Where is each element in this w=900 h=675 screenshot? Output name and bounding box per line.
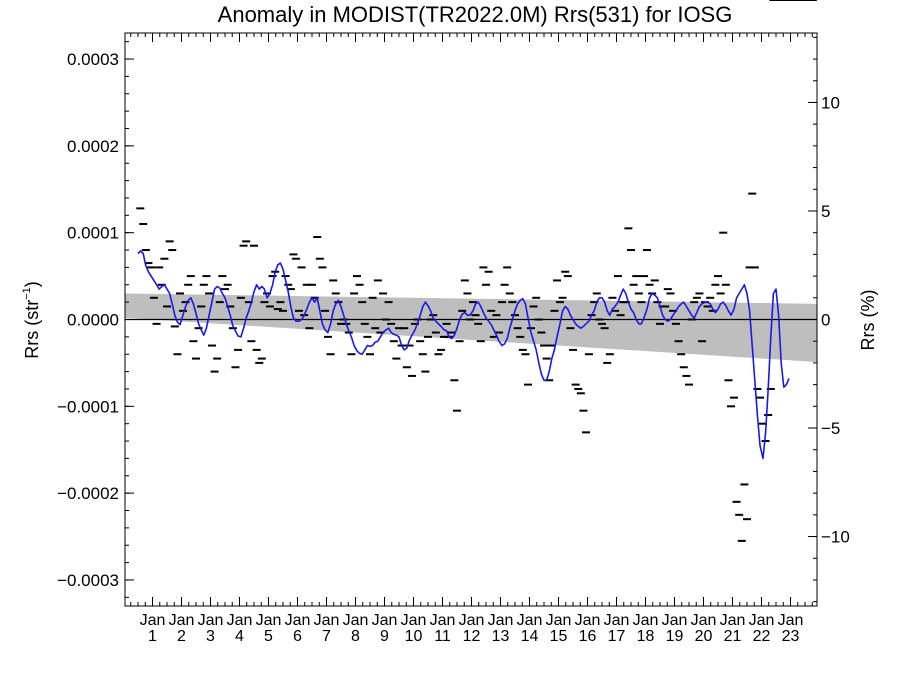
x-tick-month: Jan <box>662 612 688 629</box>
x-tick-year: 11 <box>434 628 451 645</box>
x-tick-month: Jan <box>430 612 456 629</box>
series-line <box>137 250 790 460</box>
x-tick-year: 14 <box>521 628 539 645</box>
x-tick-month: Jan <box>749 612 775 629</box>
x-tick-year: 1 <box>148 628 157 645</box>
y-axis-label: Rrs (str−1) <box>21 281 42 359</box>
x-tick-month: Jan <box>372 612 398 629</box>
x-tick-month: Jan <box>604 612 630 629</box>
x-tick-month: Jan <box>285 612 311 629</box>
y2-axis-label: Rrs (%) <box>858 290 878 351</box>
y-tick-label: −0.0001 <box>57 397 119 416</box>
x-tick-month: Jan <box>488 612 514 629</box>
x-tick-month: Jan <box>720 612 746 629</box>
y2-tick-label: 5 <box>821 202 830 221</box>
y-tick-label: 0.0000 <box>67 311 119 330</box>
x-tick-month: Jan <box>778 612 804 629</box>
x-tick-month: Jan <box>198 612 224 629</box>
y-axis-label-sup: −1 <box>21 287 33 300</box>
x-tick-year: 15 <box>550 628 568 645</box>
x-tick-month: Jan <box>575 612 601 629</box>
y-tick-label: −0.0002 <box>57 484 119 503</box>
x-tick-year: 16 <box>579 628 597 645</box>
x-tick-year: 10 <box>405 628 423 645</box>
x-tick-month: Jan <box>633 612 659 629</box>
x-tick-year: 5 <box>264 628 273 645</box>
x-tick-year: 20 <box>695 628 713 645</box>
x-axis: Jan1Jan2Jan3Jan4Jan5Jan6Jan7Jan8Jan9Jan1… <box>130 33 813 645</box>
x-tick-month: Jan <box>314 612 340 629</box>
uncertainty-band <box>125 293 817 363</box>
y-axis-label-main: Rrs (str <box>22 300 42 359</box>
x-tick-month: Jan <box>343 612 369 629</box>
band-layer <box>125 293 817 363</box>
x-tick-month: Jan <box>169 612 195 629</box>
y-axis-left: 0.0003 0.0002 0.0001 0.0000 −0.0001 −0.0002 −0… <box>57 41 134 598</box>
x-tick-year: 13 <box>492 628 510 645</box>
x-tick-year: 3 <box>206 628 215 645</box>
y2-tick-label: −5 <box>821 419 840 438</box>
x-tick-year: 17 <box>608 628 626 645</box>
y-axis-right: 10 5 0 −5 −10 <box>808 36 850 603</box>
y2-tick-label: −10 <box>821 528 850 547</box>
x-tick-year: 21 <box>724 628 742 645</box>
y2-tick-label: 10 <box>821 93 840 112</box>
x-tick-year: 6 <box>293 628 302 645</box>
x-tick-month: Jan <box>256 612 282 629</box>
x-tick-month: Jan <box>140 612 166 629</box>
x-tick-year: 7 <box>322 628 331 645</box>
x-tick-month: Jan <box>459 612 485 629</box>
observations-layer <box>136 0 817 542</box>
x-tick-year: 18 <box>637 628 655 645</box>
y2-tick-label: 0 <box>821 311 830 330</box>
x-tick-year: 12 <box>463 628 481 645</box>
x-tick-year: 22 <box>753 628 771 645</box>
x-tick-month: Jan <box>691 612 717 629</box>
y-axis-label-close: ) <box>22 281 42 287</box>
x-tick-year: 19 <box>666 628 684 645</box>
chart-title: Anomaly in MODIST(TR2022.0M) Rrs(531) fo… <box>218 2 733 27</box>
x-tick-month: Jan <box>401 612 427 629</box>
x-tick-year: 23 <box>782 628 800 645</box>
x-tick-year: 8 <box>351 628 360 645</box>
x-tick-month: Jan <box>546 612 572 629</box>
x-tick-month: Jan <box>227 612 253 629</box>
x-tick-year: 2 <box>177 628 186 645</box>
y-tick-label: 0.0002 <box>67 137 119 156</box>
x-tick-year: 4 <box>235 628 244 645</box>
y-tick-label: 0.0001 <box>67 224 119 243</box>
x-tick-month: Jan <box>517 612 543 629</box>
series-line-layer <box>137 250 790 460</box>
y-tick-label: −0.0003 <box>57 571 119 590</box>
y-tick-label: 0.0003 <box>67 50 119 69</box>
x-tick-year: 9 <box>380 628 389 645</box>
